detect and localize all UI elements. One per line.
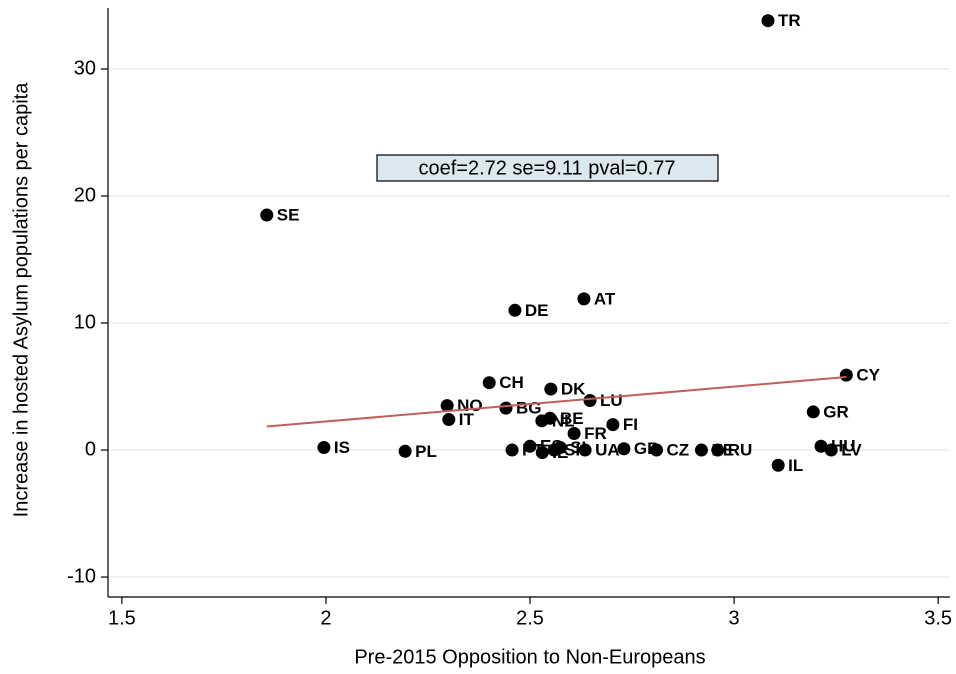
point	[567, 427, 581, 441]
point-label: BE	[560, 409, 584, 428]
point	[578, 443, 592, 457]
point	[839, 368, 853, 382]
y-tick-label: 20	[74, 184, 96, 206]
x-tick-label: 2	[320, 607, 331, 629]
point	[824, 443, 838, 457]
point	[499, 401, 513, 415]
point	[814, 439, 828, 453]
point-label: FR	[584, 424, 607, 443]
point-label: IS	[334, 438, 350, 457]
point-label: DE	[525, 301, 549, 320]
point-label: FI	[623, 415, 638, 434]
point	[761, 14, 775, 28]
point-label: NL	[552, 411, 575, 430]
annotation-box	[376, 154, 719, 182]
point-label: PL	[415, 442, 437, 461]
y-tick-label: 0	[85, 438, 96, 460]
point	[535, 446, 549, 460]
point	[440, 399, 454, 413]
point	[650, 443, 664, 457]
point	[398, 444, 412, 458]
x-tick-label: 1.5	[108, 607, 136, 629]
x-tick-label: 3	[729, 607, 740, 629]
point	[544, 382, 558, 396]
point	[553, 440, 567, 454]
x-tick-label: 3.5	[924, 607, 952, 629]
point	[508, 303, 522, 317]
point-label: LV	[841, 441, 862, 460]
point	[523, 439, 537, 453]
point	[606, 418, 620, 432]
point-label: CH	[499, 373, 524, 392]
point	[806, 405, 820, 419]
point-label: GR	[823, 402, 849, 421]
y-axis-title: Increase in hosted Asylum populations pe…	[10, 82, 32, 518]
point	[482, 376, 496, 390]
point-label: AT	[594, 289, 616, 308]
point-label: BG	[516, 399, 542, 418]
point-label: IL	[788, 456, 803, 475]
point-label: CY	[856, 366, 880, 385]
y-tick-label: 30	[74, 57, 96, 79]
point	[260, 208, 274, 222]
point-label: CZ	[667, 441, 690, 460]
point	[317, 440, 331, 454]
fit-line	[266, 376, 847, 428]
point	[617, 442, 631, 456]
y-tick-label: -10	[67, 565, 96, 587]
x-tick-label: 2.5	[516, 607, 544, 629]
annotation: coef=2.72 se=9.11 pval=0.77	[376, 154, 719, 182]
point-label: UA	[595, 441, 620, 460]
y-tick-label: 10	[74, 311, 96, 333]
point	[505, 443, 519, 457]
point	[583, 393, 597, 407]
point-label: SE	[277, 206, 300, 225]
point	[442, 413, 456, 427]
point	[771, 458, 785, 472]
point-label: RU	[728, 441, 753, 460]
point	[543, 411, 557, 425]
point-label: TR	[778, 11, 801, 30]
point	[694, 443, 708, 457]
point-label: DK	[561, 380, 586, 399]
point	[577, 292, 591, 306]
x-axis-title: Pre-2015 Opposition to Non-Europeans	[354, 646, 705, 668]
point-label: LU	[600, 391, 623, 410]
point-label: IT	[459, 410, 475, 429]
point	[711, 443, 725, 457]
annotation-text: coef=2.72 se=9.11 pval=0.77	[418, 157, 675, 179]
